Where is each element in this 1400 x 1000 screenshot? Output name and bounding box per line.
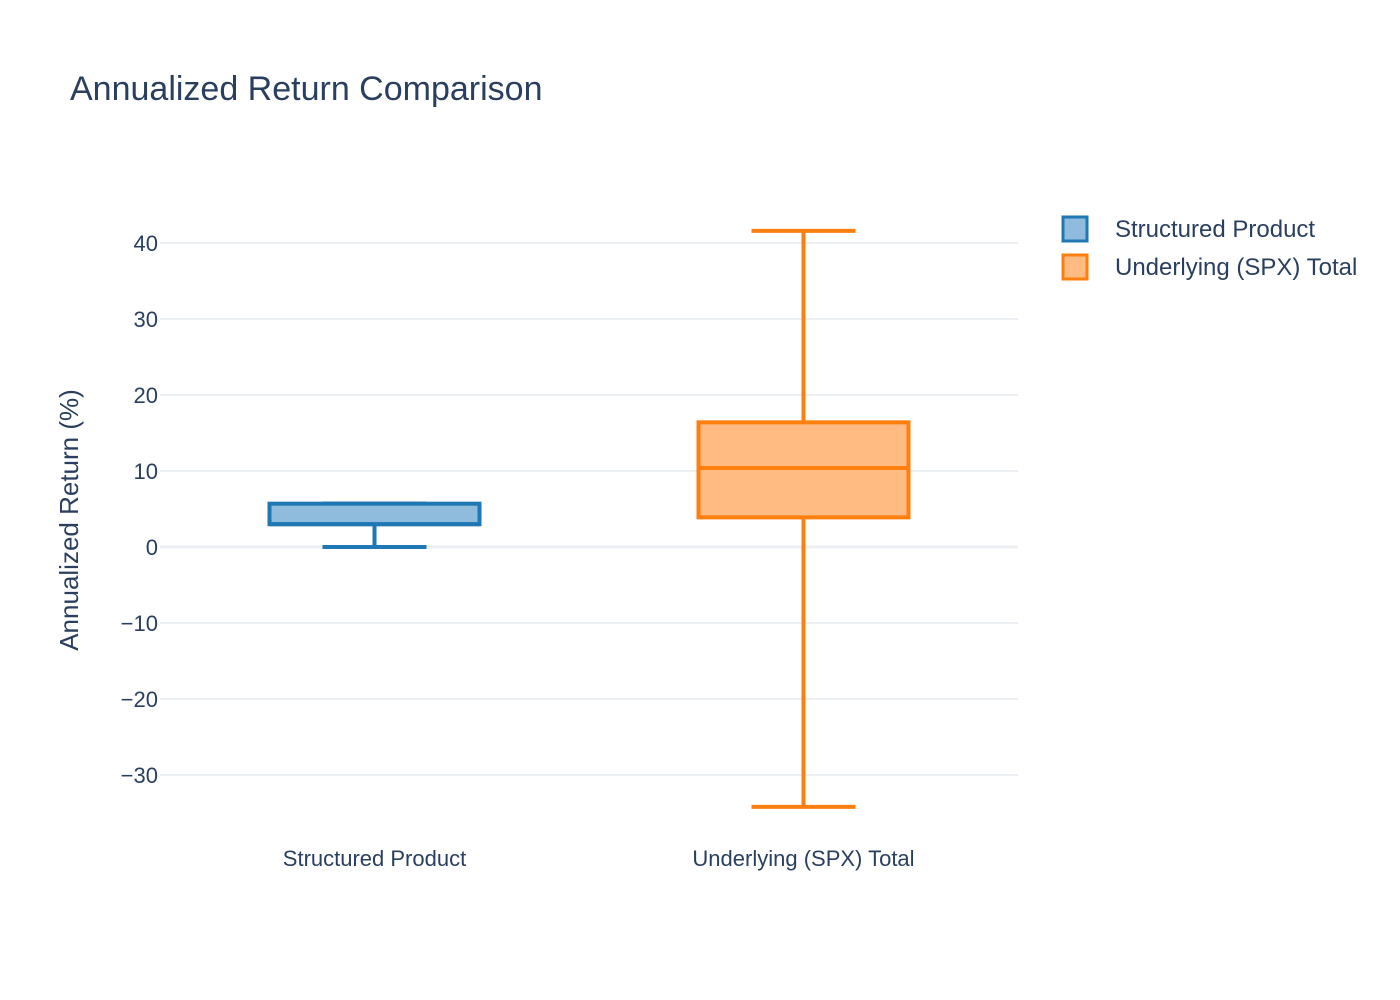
- y-tick-label: 40: [134, 231, 158, 256]
- legend-label: Underlying (SPX) Total: [1115, 254, 1357, 281]
- x-axis-categories: Structured Product Underlying (SPX) Total: [283, 846, 915, 871]
- y-axis-ticks: 40 30 20 10 0 −10 −20 −30: [121, 231, 158, 788]
- legend: Structured Product Underlying (SPX) Total: [1061, 215, 1357, 281]
- legend-item[interactable]: Structured Product: [1061, 215, 1315, 243]
- y-tick-label: 10: [134, 459, 158, 484]
- y-axis-title: Annualized Return (%): [54, 389, 84, 651]
- y-tick-label: −10: [121, 611, 158, 636]
- box-1: [696, 228, 911, 809]
- legend-label: Structured Product: [1115, 216, 1315, 243]
- x-category-label: Structured Product: [283, 846, 466, 871]
- gridlines: [160, 242, 1018, 776]
- y-tick-label: 0: [146, 535, 158, 560]
- legend-swatch: [1061, 215, 1089, 243]
- boxes: [267, 228, 911, 809]
- y-tick-label: −20: [121, 687, 158, 712]
- box-0: [267, 501, 482, 549]
- y-tick-label: 30: [134, 307, 158, 332]
- x-category-label: Underlying (SPX) Total: [692, 846, 914, 871]
- chart-title: Annualized Return Comparison: [70, 70, 542, 108]
- box-iqr: [267, 501, 482, 527]
- y-tick-label: −30: [121, 763, 158, 788]
- legend-item[interactable]: Underlying (SPX) Total: [1061, 253, 1357, 281]
- y-tick-label: 20: [134, 383, 158, 408]
- legend-swatch: [1061, 253, 1089, 281]
